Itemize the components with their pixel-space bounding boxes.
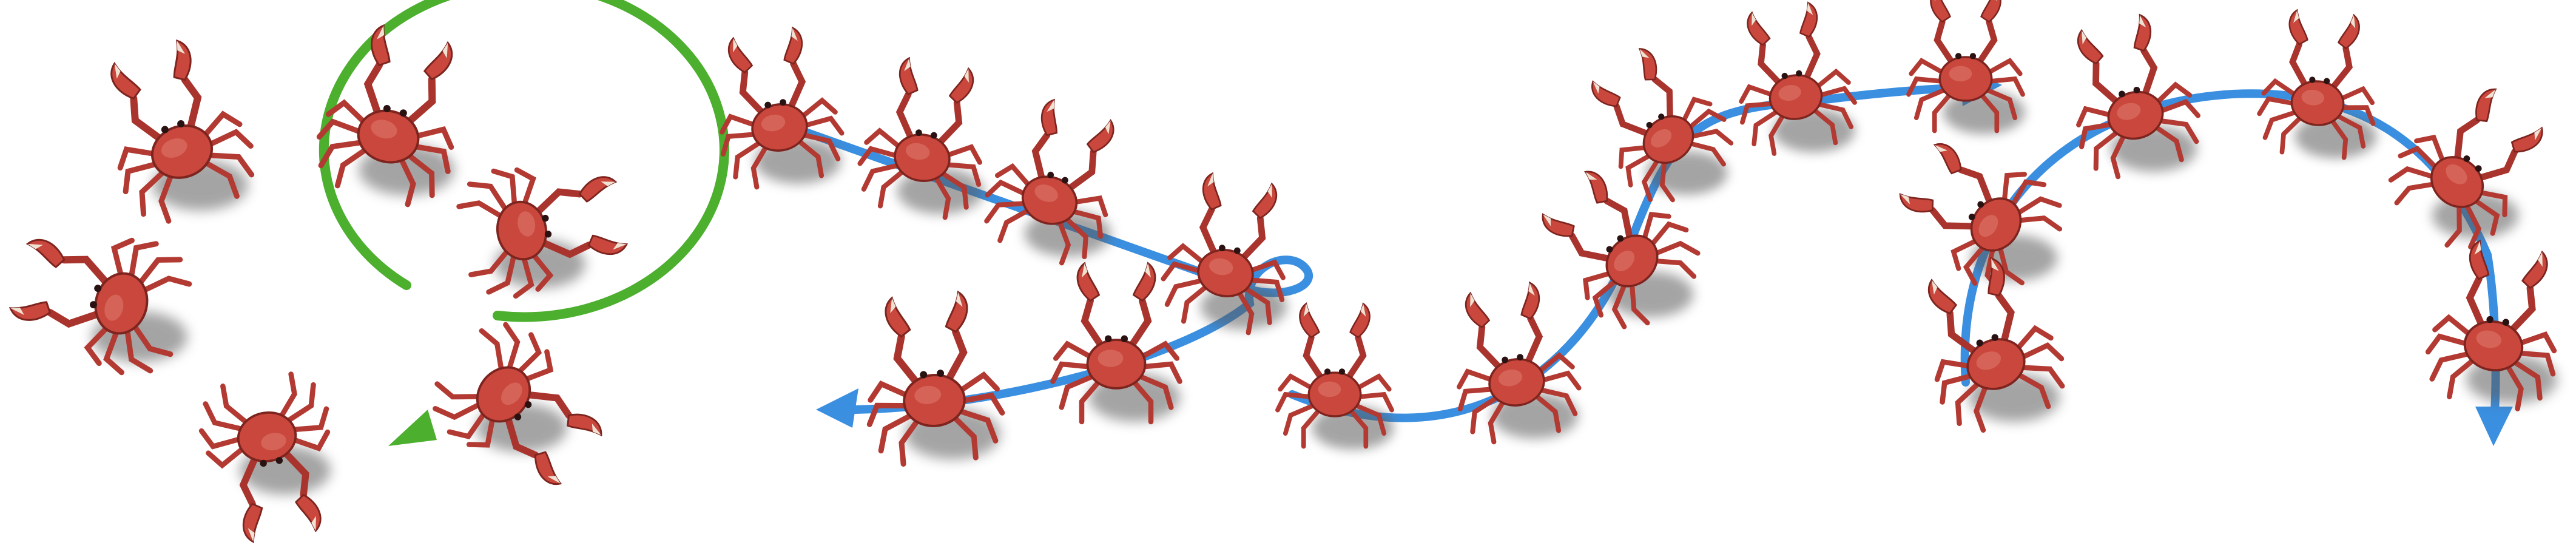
crab-icon xyxy=(419,309,621,508)
circular-path-crab-6 xyxy=(419,309,621,508)
circular-path xyxy=(319,0,729,322)
arch-path-crab-6 xyxy=(2421,235,2574,414)
arch-path-crab-3 xyxy=(2052,7,2208,184)
zigzag-path-crab-5 xyxy=(1053,263,1181,422)
blue-arrowhead-left xyxy=(816,388,858,428)
s-curve-path-crab-5 xyxy=(1724,0,1861,158)
arch-path-crab-4 xyxy=(2256,8,2382,160)
zigzag-path-crab-4 xyxy=(1157,168,1302,337)
s-curve-path-crab-6 xyxy=(1909,0,2025,134)
circular-path-crab-2 xyxy=(308,17,480,212)
circular-path-crab-3 xyxy=(454,150,632,303)
s-curve-path-crab-1 xyxy=(1278,303,1394,450)
circular-path-crab-1 xyxy=(83,29,265,231)
s-curve-path-crab-2 xyxy=(1441,277,1586,447)
green-arrowhead xyxy=(388,410,437,446)
zigzag-path-crab-6 xyxy=(858,289,1006,467)
circular-path-group xyxy=(319,0,729,446)
zigzag-path-crab-2 xyxy=(854,53,999,222)
circular-path-crab-5 xyxy=(195,369,347,547)
circular-path-crab-4 xyxy=(2,212,197,384)
crab-icon xyxy=(2,212,197,384)
arch-path-crab-5 xyxy=(2376,70,2565,263)
blue-arrowhead-down xyxy=(2475,407,2513,446)
crab-icon xyxy=(454,150,632,303)
